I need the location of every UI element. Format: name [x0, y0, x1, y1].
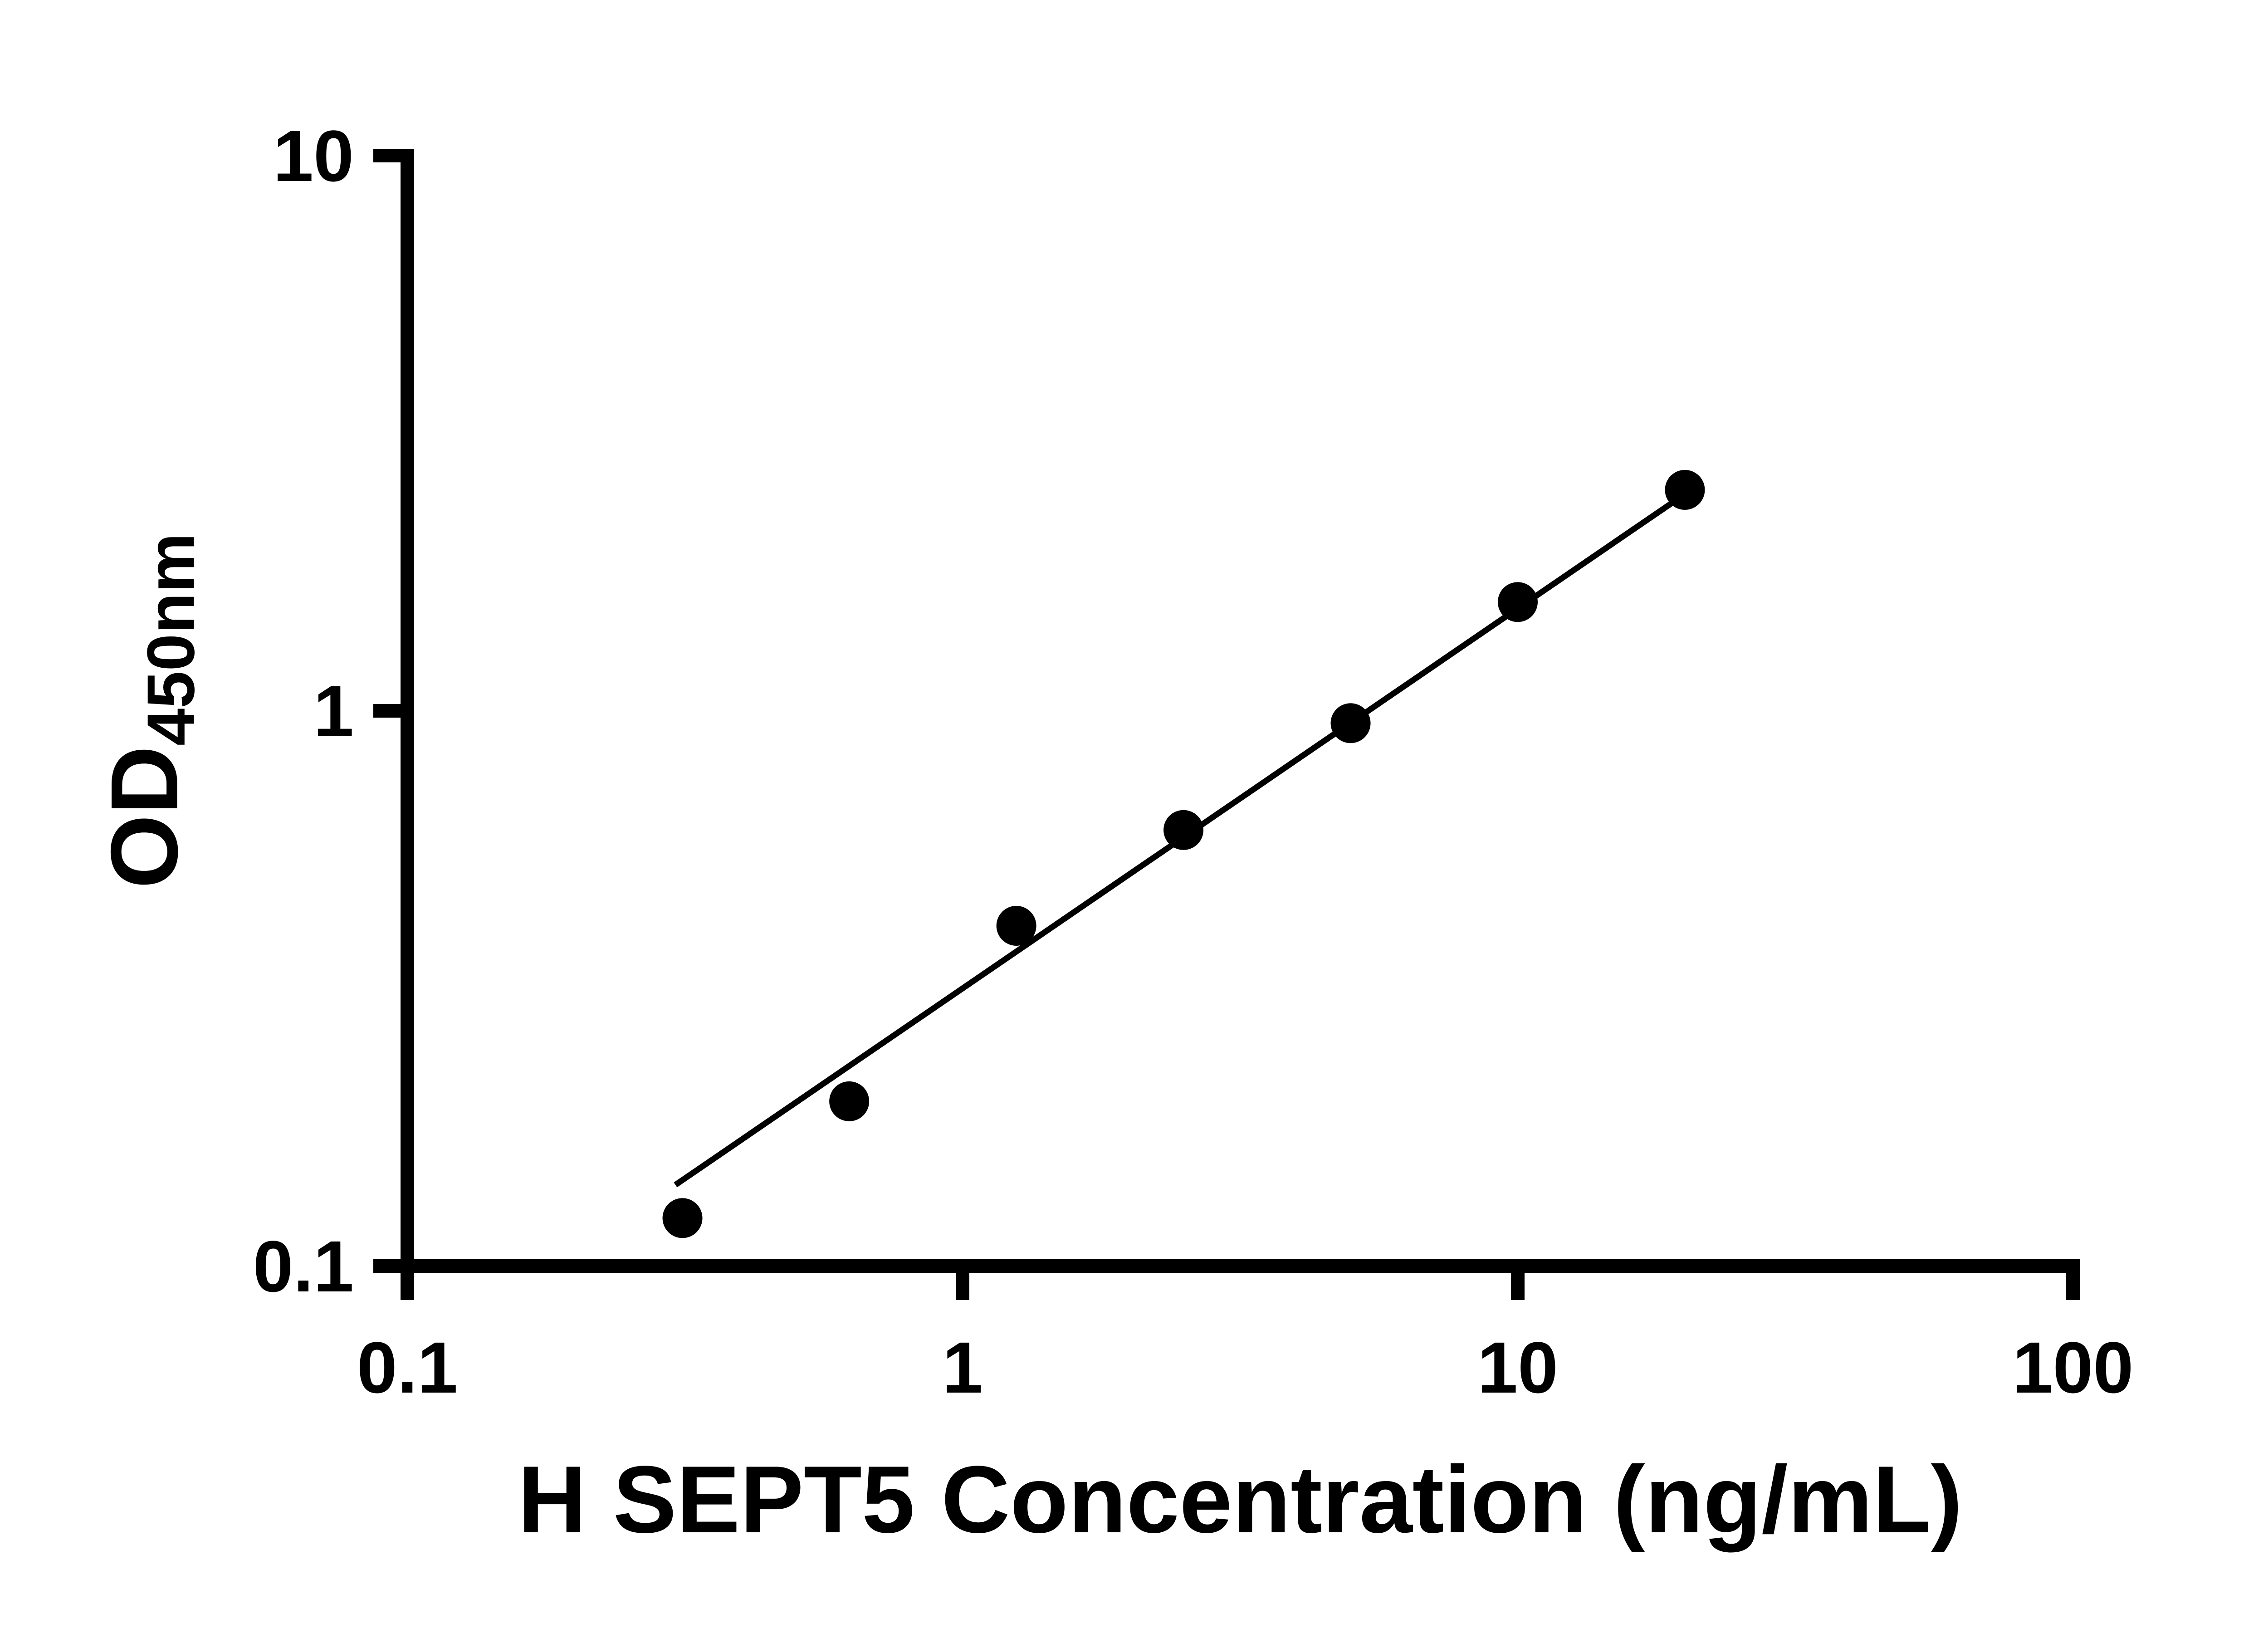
- data-point: [829, 1081, 870, 1121]
- x-tick-label: 100: [2013, 1327, 2134, 1408]
- y-axis-title-sub: 450nm: [133, 533, 209, 746]
- y-tick-label: 10: [273, 115, 354, 196]
- data-point: [662, 1198, 703, 1238]
- y-axis-title: OD450nm: [90, 533, 210, 889]
- x-tick-label: 1: [943, 1327, 983, 1408]
- y-axis-title-main: OD: [91, 745, 198, 889]
- data-point: [996, 905, 1036, 946]
- y-tick-label: 1: [313, 670, 354, 752]
- data-point: [1665, 469, 1705, 510]
- x-tick-label: 10: [1477, 1327, 1558, 1408]
- x-axis-title: H SEPT5 Concentration (ng/mL): [518, 1446, 1963, 1553]
- data-point: [1498, 582, 1538, 622]
- x-tick-label: 0.1: [357, 1327, 458, 1408]
- data-point: [1163, 810, 1204, 850]
- y-tick-label: 0.1: [253, 1226, 354, 1307]
- data-point: [1330, 703, 1371, 743]
- axis-lines: [401, 149, 2080, 1273]
